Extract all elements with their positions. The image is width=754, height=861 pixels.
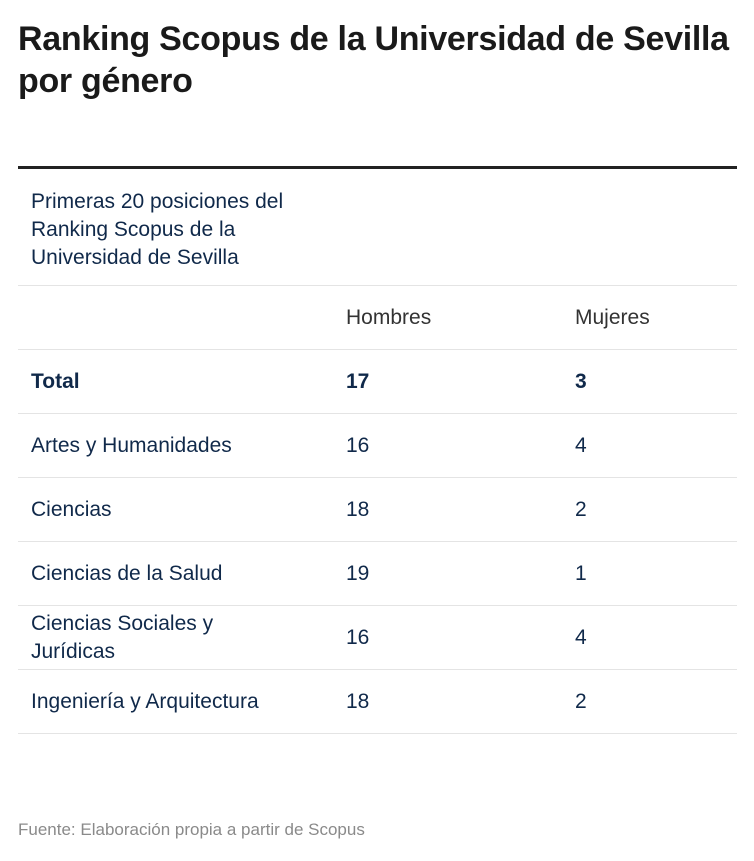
row-label: Artes y Humanidades [31,433,232,457]
header-cell: Mujeres [562,285,737,350]
table-row: Total 17 3 [18,349,737,414]
header-cell: Hombres [333,285,562,350]
value-cell: 18 [333,669,562,734]
source-note: Fuente: Elaboración propia a partir de S… [18,820,365,839]
table-row: Ciencias 18 2 [18,477,737,542]
caption-cell: Primeras 20 posiciones del Ranking Scopu… [18,167,737,286]
value-cell: 18 [333,477,562,542]
value-cell: 2 [562,477,737,542]
row-label: Ingeniería y Arquitectura [31,689,259,713]
row-label: Ciencias de la Salud [31,561,223,585]
value-cell: 4 [562,605,737,670]
row-label-cell: Ciencias [18,477,333,542]
row-label-cell: Total [18,349,333,414]
table: Primeras 20 posiciones del Ranking Scopu… [18,166,737,734]
header-cell [18,285,333,350]
value-cell: 3 [562,349,737,414]
caption: Primeras 20 posiciones del Ranking Scopu… [31,190,284,269]
value-cell: 1 [562,541,737,606]
row-label-cell: Ciencias de la Salud [18,541,333,606]
value-cell: 17 [333,349,562,414]
row-label: Ciencias Sociales y Jurídicas [31,611,214,663]
header-row: Hombres Mujeres [18,285,737,350]
caption-row: Primeras 20 posiciones del Ranking Scopu… [18,167,737,286]
row-label: Total [31,369,80,393]
value-cell: 2 [562,669,737,734]
table-row: Artes y Humanidades 16 4 [18,413,737,478]
table-row: Ciencias Sociales y Jurídicas 16 4 [18,605,737,670]
table-row: Ingeniería y Arquitectura 18 2 [18,669,737,734]
value-cell: 16 [333,413,562,478]
row-label-cell: Ingeniería y Arquitectura [18,669,333,734]
row-label-cell: Ciencias Sociales y Jurídicas [18,605,333,670]
value-cell: 19 [333,541,562,606]
table-body: Primeras 20 posiciones del Ranking Scopu… [18,167,737,734]
value-cell: 16 [333,605,562,670]
row-label-cell: Artes y Humanidades [18,413,333,478]
table-row: Ciencias de la Salud 19 1 [18,541,737,606]
value-cell: 4 [562,413,737,478]
row-label: Ciencias [31,497,112,521]
title: Ranking Scopus de la Universidad de Sevi… [18,20,729,100]
